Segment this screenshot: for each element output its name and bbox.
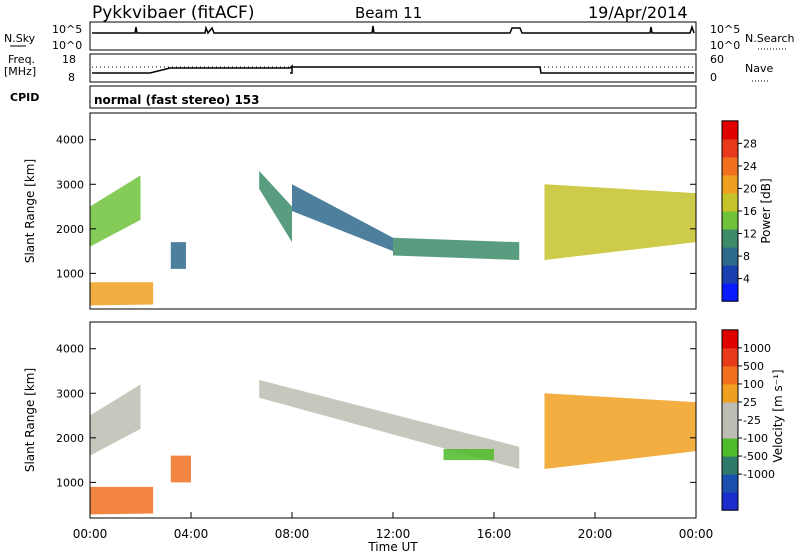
power-band [90, 175, 141, 247]
velocity-xtick-label: 00:00 [679, 527, 714, 541]
velocity-band [544, 393, 696, 469]
power-colorbar-segment [722, 265, 738, 284]
power-colorbar-tick-label: 8 [743, 250, 750, 263]
velocity-colorbar-tick-label: 1000 [743, 342, 771, 355]
nsky-label: N.Sky [4, 32, 36, 45]
freq-trace [92, 64, 694, 74]
velocity-ytick-label: 3000 [56, 387, 84, 400]
power-colorbar-tick-label: 4 [743, 273, 750, 286]
power-ytick-label: 2000 [56, 223, 84, 236]
station-title: Pykkvibaer (fitACF) [92, 3, 254, 23]
power-ylabel: Slant Range [km] [23, 159, 37, 263]
nave-tick-bottom: 0 [710, 71, 717, 84]
velocity-xtick-label: 04:00 [174, 527, 209, 541]
velocity-colorbar-segment [722, 492, 738, 511]
power-band [259, 170, 292, 243]
velocity-colorbar-tick-label: -500 [743, 450, 768, 463]
nsearch-tick-top: 10^5 [710, 23, 740, 36]
nsky-tick-top: 10^5 [52, 23, 82, 36]
power-colorbar-tick-label: 20 [743, 182, 757, 195]
velocity-colorbar-segment [722, 474, 738, 493]
power-band [292, 184, 393, 252]
power-band [170, 242, 186, 269]
freq-label-2: [MHz] [4, 65, 36, 78]
velocity-colorbar-tick-label: 100 [743, 378, 764, 391]
velocity-chart: 1000 2000 3000 4000 00:00 04:00 08:00 12:00 16:… [23, 321, 785, 554]
power-colorbar-segment [722, 174, 738, 194]
nsky-trace [92, 24, 695, 35]
nsky-tick-bottom: 10^0 [52, 39, 82, 52]
velocity-colorbar-segment [722, 347, 738, 367]
velocity-band [90, 486, 154, 515]
velocity-ytick-label: 2000 [56, 432, 84, 445]
velocity-xtick-label: 00:00 [73, 527, 108, 541]
velocity-band [170, 455, 191, 483]
velocity-xtick-label: 12:00 [376, 527, 411, 541]
velocity-xtick-label: 08:00 [275, 527, 310, 541]
power-band [544, 184, 696, 260]
velocity-colorbar-segment [722, 401, 738, 421]
power-ytick-label: 3000 [56, 178, 84, 191]
velocity-colorbar-tick-label: -100 [743, 432, 768, 445]
power-ytick-label: 1000 [56, 267, 84, 280]
velocity-colorbar-segment [722, 329, 738, 349]
velocity-colorbar-label: Velocity [m s⁻¹] [771, 369, 785, 462]
power-band [393, 237, 520, 260]
velocity-colorbar-tick-label: 500 [743, 360, 764, 373]
velocity-band [259, 379, 520, 469]
velocity-xtick-label: 20:00 [578, 527, 613, 541]
power-chart: 1000 2000 3000 4000 Slant Range [km] 4 8 12 16… [23, 112, 773, 310]
freq-panel: Freq. [MHz] 18 8 60 0 Nave [4, 53, 773, 84]
cpid-mode: normal (fast stereo) 153 [94, 93, 260, 107]
power-colorbar-segment [722, 138, 738, 158]
power-colorbar-segment [722, 229, 738, 248]
nsearch-label: N.Search [745, 32, 795, 45]
power-colorbar-tick-label: 16 [743, 205, 757, 218]
power-colorbar-tick-label: 28 [743, 137, 757, 150]
velocity-ytick-label: 4000 [56, 343, 84, 356]
power-colorbar-segment [722, 283, 738, 302]
nsearch-tick-bottom: 10^0 [710, 39, 740, 52]
power-colorbar-segment [722, 192, 738, 212]
velocity-colorbar-tick-label: -1000 [743, 468, 775, 481]
sky-panel: N.Sky 10^5 10^0 10^5 10^0 N.Search [4, 21, 795, 52]
power-band [90, 282, 154, 306]
cpid-label: CPID [10, 91, 39, 104]
velocity-colorbar-segment [722, 365, 738, 385]
beam-title: Beam 11 [355, 4, 422, 22]
velocity-colorbar-segment [722, 456, 738, 475]
freq-label-1: Freq. [8, 53, 35, 66]
velocity-colorbar-tick-label: -25 [743, 414, 761, 427]
nave-tick-top: 60 [710, 53, 724, 66]
velocity-ylabel: Slant Range [km] [23, 368, 37, 472]
velocity-ytick-label: 1000 [56, 476, 84, 489]
velocity-xlabel: Time UT [367, 540, 418, 554]
velocity-colorbar-segment [722, 420, 738, 439]
power-colorbar-segment [722, 120, 738, 140]
power-colorbar-segment [722, 211, 738, 230]
nave-label: Nave [745, 62, 773, 75]
freq-tick-top: 18 [62, 53, 76, 66]
velocity-band [90, 384, 141, 456]
freq-tick-bottom: 8 [68, 71, 75, 84]
power-colorbar-segment [722, 247, 738, 266]
velocity-colorbar-segment [722, 383, 738, 403]
power-colorbar-segment [722, 156, 738, 176]
date-title: 19/Apr/2014 [588, 3, 688, 22]
velocity-colorbar-segment [722, 438, 738, 457]
power-ytick-label: 4000 [56, 134, 84, 147]
power-frame [89, 112, 697, 310]
power-colorbar-tick-label: 24 [743, 160, 757, 173]
velocity-band [443, 448, 494, 461]
cpid-panel: CPID normal (fast stereo) 153 [10, 85, 697, 109]
velocity-colorbar-tick-label: 25 [743, 396, 757, 409]
power-colorbar-tick-label: 12 [743, 228, 757, 241]
velocity-xtick-label: 16:00 [477, 527, 512, 541]
power-colorbar-label: Power [dB] [759, 178, 773, 243]
